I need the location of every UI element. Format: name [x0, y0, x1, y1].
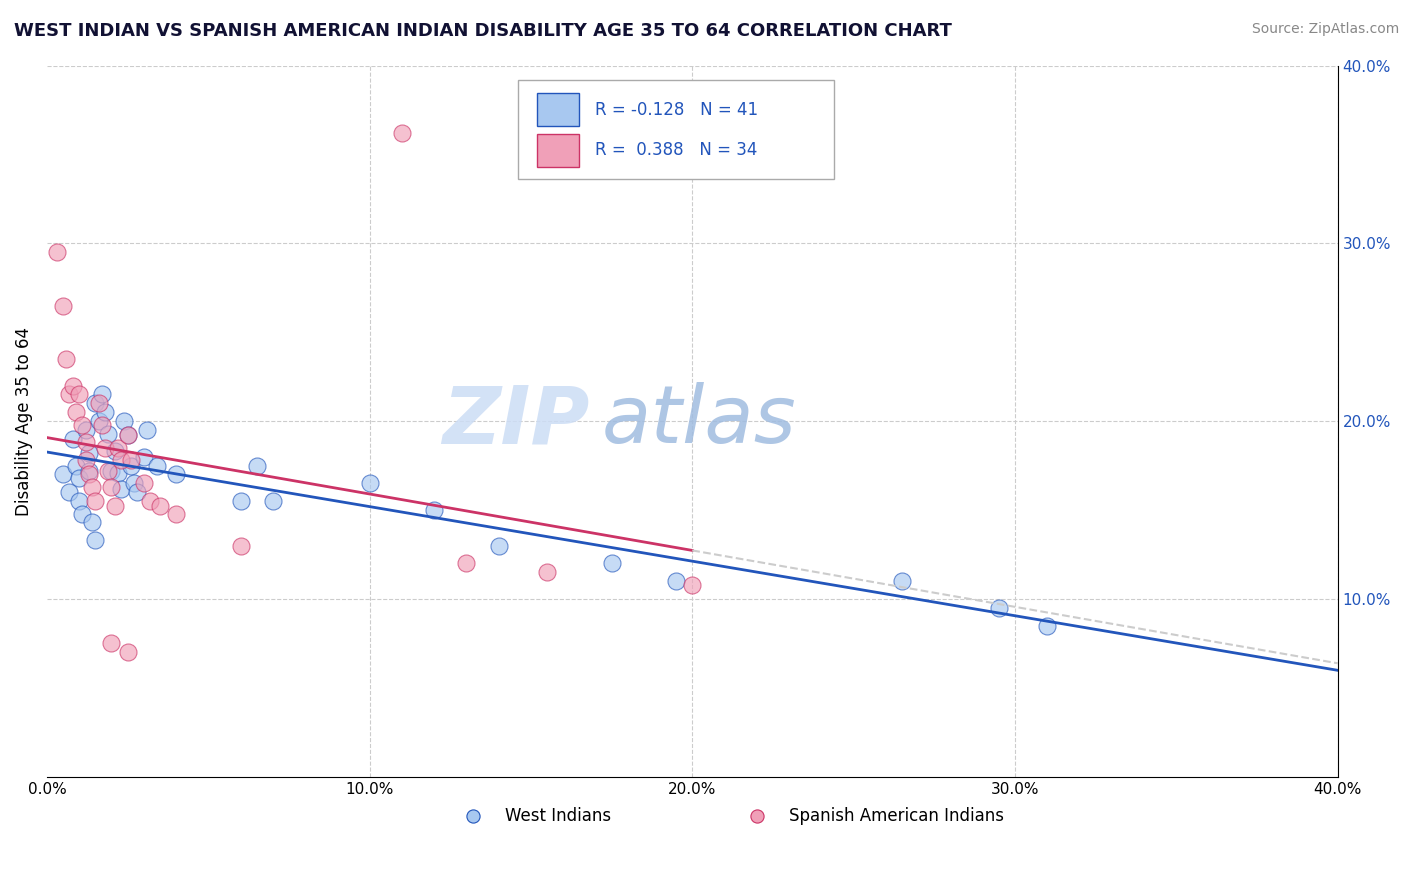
Point	[423, 503, 446, 517]
Point	[110, 482, 132, 496]
Point	[117, 645, 139, 659]
Point	[246, 458, 269, 473]
Point	[84, 533, 107, 548]
Point	[100, 480, 122, 494]
Point	[100, 636, 122, 650]
Point	[117, 428, 139, 442]
Point	[536, 566, 558, 580]
Point	[45, 245, 67, 260]
Point	[67, 387, 90, 401]
Point	[112, 414, 135, 428]
Point	[100, 464, 122, 478]
Point	[75, 435, 97, 450]
Point	[87, 414, 110, 428]
Point	[62, 378, 84, 392]
Point	[90, 417, 112, 432]
Text: R = -0.128   N = 41: R = -0.128 N = 41	[596, 102, 759, 120]
Point	[120, 453, 142, 467]
Point	[1036, 618, 1059, 632]
Point	[75, 453, 97, 467]
Point	[52, 467, 75, 482]
Point	[149, 500, 172, 514]
Point	[84, 494, 107, 508]
Point	[165, 507, 187, 521]
Point	[94, 405, 117, 419]
Point	[80, 480, 103, 494]
Point	[104, 444, 127, 458]
Point	[229, 539, 252, 553]
Point	[229, 494, 252, 508]
Point	[891, 574, 914, 589]
Point	[359, 476, 381, 491]
Point	[132, 450, 155, 464]
Point	[145, 458, 167, 473]
Point	[262, 494, 284, 508]
Point	[120, 458, 142, 473]
Point	[104, 500, 127, 514]
Point	[139, 494, 162, 508]
Text: West Indians: West Indians	[505, 807, 612, 825]
Point	[67, 471, 90, 485]
Point	[665, 574, 688, 589]
Point	[110, 453, 132, 467]
Point	[77, 467, 100, 482]
FancyBboxPatch shape	[537, 134, 579, 167]
Point	[58, 387, 80, 401]
Point	[65, 458, 87, 473]
Point	[65, 405, 87, 419]
Point	[132, 476, 155, 491]
Point	[391, 126, 413, 140]
Point	[94, 441, 117, 455]
Text: ZIP: ZIP	[441, 382, 589, 460]
Point	[97, 464, 120, 478]
Point	[127, 485, 149, 500]
Point	[52, 299, 75, 313]
Point	[117, 428, 139, 442]
FancyBboxPatch shape	[517, 79, 834, 179]
Point	[90, 387, 112, 401]
Point	[77, 446, 100, 460]
Point	[488, 539, 510, 553]
Text: R =  0.388   N = 34: R = 0.388 N = 34	[596, 141, 758, 159]
Point	[681, 577, 703, 591]
Point	[987, 600, 1010, 615]
Text: WEST INDIAN VS SPANISH AMERICAN INDIAN DISABILITY AGE 35 TO 64 CORRELATION CHART: WEST INDIAN VS SPANISH AMERICAN INDIAN D…	[14, 22, 952, 40]
Text: Source: ZipAtlas.com: Source: ZipAtlas.com	[1251, 22, 1399, 37]
Point	[135, 423, 157, 437]
Point	[122, 476, 145, 491]
Point	[72, 417, 94, 432]
Point	[67, 494, 90, 508]
Point	[107, 466, 129, 480]
Point	[87, 396, 110, 410]
Text: Spanish American Indians: Spanish American Indians	[789, 807, 1004, 825]
Y-axis label: Disability Age 35 to 64: Disability Age 35 to 64	[15, 326, 32, 516]
Point	[84, 396, 107, 410]
FancyBboxPatch shape	[537, 94, 579, 126]
Point	[58, 485, 80, 500]
Point	[165, 467, 187, 482]
Point	[97, 426, 120, 441]
Point	[62, 432, 84, 446]
Point	[75, 423, 97, 437]
Point	[80, 516, 103, 530]
Point	[72, 507, 94, 521]
Point	[55, 351, 77, 366]
Point	[107, 441, 129, 455]
Point	[1101, 867, 1123, 881]
Text: atlas: atlas	[602, 382, 797, 460]
Point	[600, 557, 623, 571]
Point	[456, 557, 478, 571]
Point	[77, 464, 100, 478]
